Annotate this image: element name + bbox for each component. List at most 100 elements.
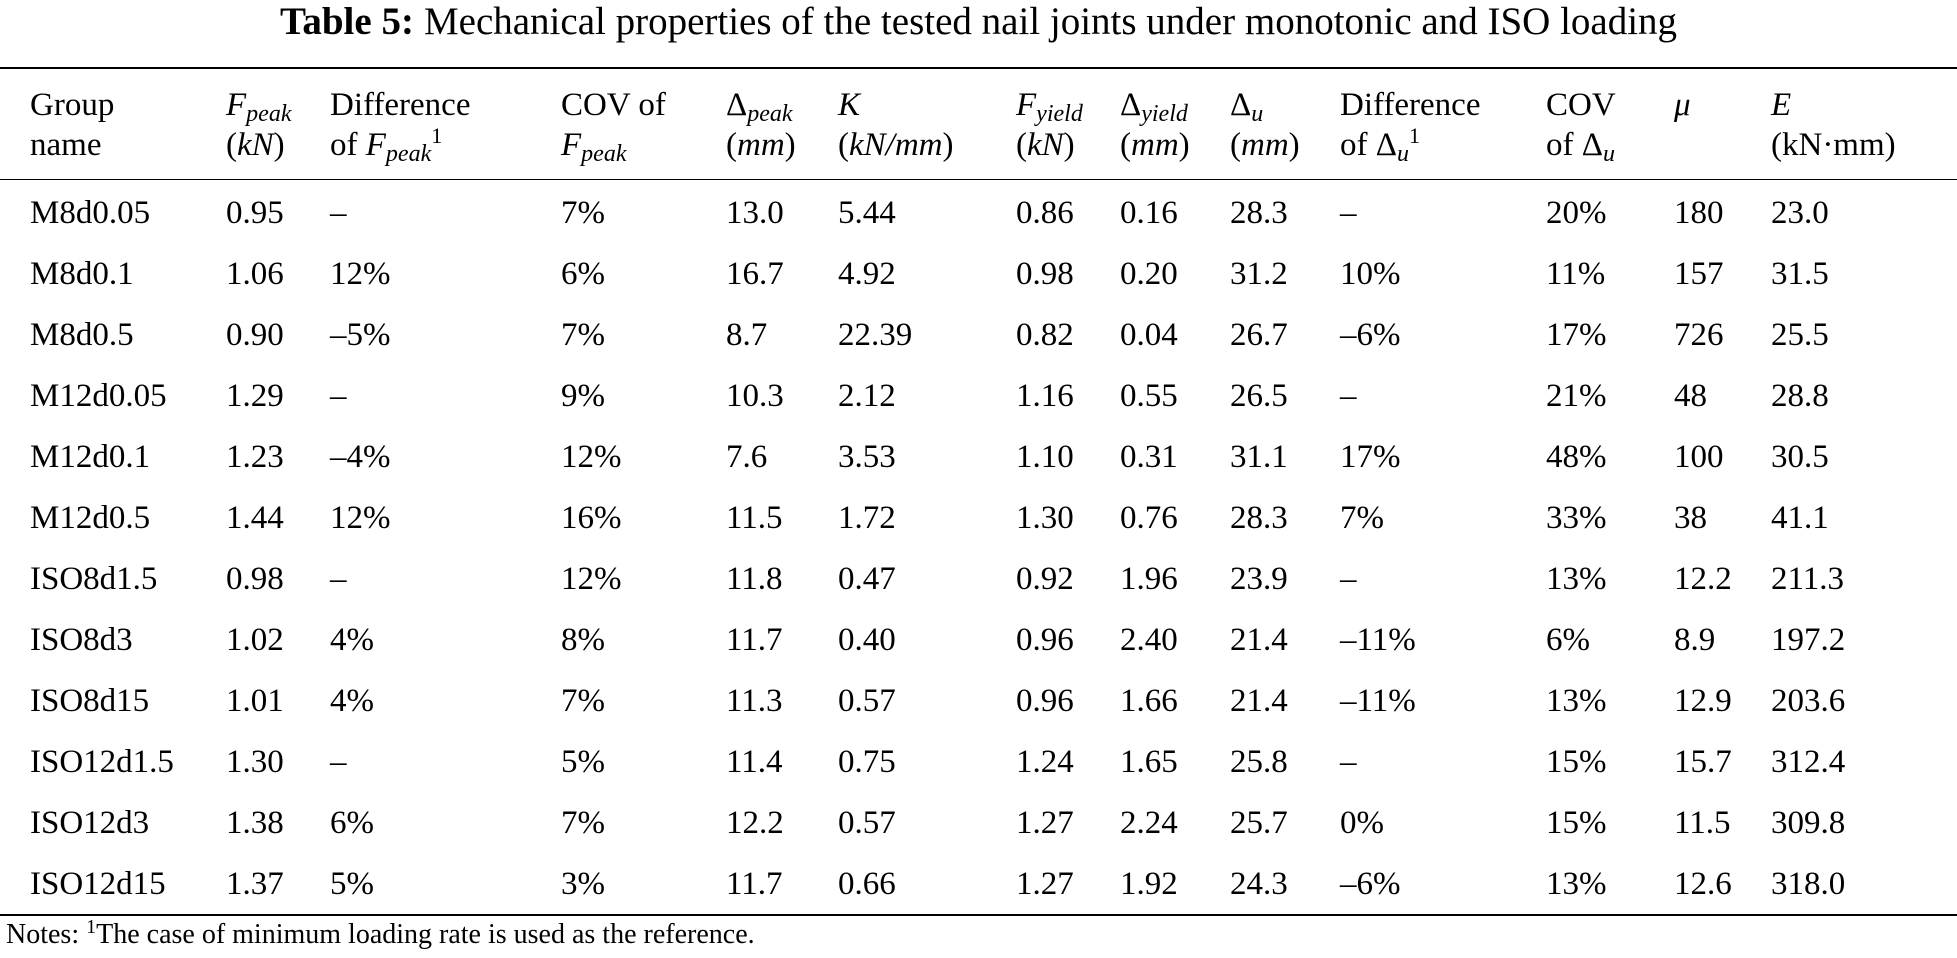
cell-f-peak: 1.30 bbox=[226, 743, 284, 780]
cell-f-peak: 1.01 bbox=[226, 682, 284, 719]
cell-k: 0.57 bbox=[838, 804, 896, 841]
cell-k: 0.40 bbox=[838, 621, 896, 658]
cell-cov-f-peak: 12% bbox=[561, 560, 622, 597]
cell-cov-f-peak: 9% bbox=[561, 377, 605, 414]
cell-mu: 180 bbox=[1674, 194, 1724, 231]
cell-mu: 726 bbox=[1674, 316, 1724, 353]
cell-mu: 12.2 bbox=[1674, 560, 1732, 597]
cell-delta-u: 26.7 bbox=[1230, 316, 1288, 353]
table-row: M12d0.5 1.44 12% 16% 11.5 1.72 1.30 0.76 28.3 7% 3… bbox=[0, 487, 1957, 548]
cell-delta-u: 26.5 bbox=[1230, 377, 1288, 414]
cell-f-yield: 0.98 bbox=[1016, 255, 1074, 292]
cell-mu: 38 bbox=[1674, 499, 1707, 536]
cell-delta-peak: 11.7 bbox=[726, 621, 783, 658]
cell-delta-peak: 13.0 bbox=[726, 194, 784, 231]
cell-delta-u: 25.7 bbox=[1230, 804, 1288, 841]
table-row: ISO8d3 1.02 4% 8% 11.7 0.40 0.96 2.40 21.4 –11% 6%… bbox=[0, 609, 1957, 670]
cell-difference-delta-u: –11% bbox=[1340, 621, 1416, 658]
cell-k: 1.72 bbox=[838, 499, 896, 536]
cell-mu: 157 bbox=[1674, 255, 1724, 292]
cell-f-yield: 1.27 bbox=[1016, 865, 1074, 902]
cell-cov-delta-u: 15% bbox=[1546, 804, 1607, 841]
cell-cov-f-peak: 16% bbox=[561, 499, 622, 536]
cell-group-name: ISO8d3 bbox=[30, 621, 133, 658]
cell-cov-delta-u: 20% bbox=[1546, 194, 1607, 231]
cell-group-name: M8d0.5 bbox=[30, 316, 134, 353]
cell-delta-yield: 2.40 bbox=[1120, 621, 1178, 658]
cell-delta-yield: 0.16 bbox=[1120, 194, 1178, 231]
cell-group-name: ISO8d15 bbox=[30, 682, 150, 719]
cell-group-name: M8d0.05 bbox=[30, 194, 151, 231]
header-cov-delta-u: COV of Δu bbox=[1546, 87, 1616, 167]
cell-e: 312.4 bbox=[1771, 743, 1846, 780]
cell-delta-u: 28.3 bbox=[1230, 499, 1288, 536]
cell-cov-f-peak: 7% bbox=[561, 804, 605, 841]
cell-difference-delta-u: – bbox=[1340, 194, 1357, 231]
cell-mu: 12.6 bbox=[1674, 865, 1732, 902]
cell-delta-peak: 11.3 bbox=[726, 682, 783, 719]
cell-cov-delta-u: 13% bbox=[1546, 682, 1607, 719]
cell-delta-peak: 8.7 bbox=[726, 316, 768, 353]
cell-cov-f-peak: 3% bbox=[561, 865, 605, 902]
cell-cov-delta-u: 17% bbox=[1546, 316, 1607, 353]
table-row: ISO12d15 1.37 5% 3% 11.7 0.66 1.27 1.92 24.3 –6% 1… bbox=[0, 853, 1957, 915]
cell-group-name: ISO12d1.5 bbox=[30, 743, 174, 780]
cell-e: 25.5 bbox=[1771, 316, 1829, 353]
cell-cov-f-peak: 7% bbox=[561, 194, 605, 231]
table-row: M8d0.5 0.90 –5% 7% 8.7 22.39 0.82 0.04 26.7 –6% 17… bbox=[0, 304, 1957, 365]
table-row: M12d0.1 1.23 –4% 12% 7.6 3.53 1.10 0.31 31.1 17% 4… bbox=[0, 426, 1957, 487]
cell-delta-peak: 11.4 bbox=[726, 743, 783, 780]
cell-delta-yield: 1.96 bbox=[1120, 560, 1178, 597]
cell-difference-delta-u: –6% bbox=[1340, 316, 1401, 353]
cell-delta-yield: 0.04 bbox=[1120, 316, 1178, 353]
header-mu: μ bbox=[1674, 87, 1691, 123]
header-row: Group name Fpeak (kN) Difference of Fpea… bbox=[0, 68, 1957, 180]
cell-mu: 100 bbox=[1674, 438, 1724, 475]
cell-e: 28.8 bbox=[1771, 377, 1829, 414]
cell-delta-peak: 16.7 bbox=[726, 255, 784, 292]
cell-e: 211.3 bbox=[1771, 560, 1845, 597]
cell-e: 31.5 bbox=[1771, 255, 1829, 292]
note-text: The case of minimum loading rate is used… bbox=[96, 919, 755, 950]
cell-delta-yield: 0.76 bbox=[1120, 499, 1178, 536]
cell-e: 41.1 bbox=[1771, 499, 1829, 536]
cell-difference-delta-u: – bbox=[1340, 377, 1357, 414]
table-row: M8d0.05 0.95 – 7% 13.0 5.44 0.86 0.16 28.3 – 20% 18… bbox=[0, 180, 1957, 244]
cell-f-peak: 1.44 bbox=[226, 499, 284, 536]
cell-cov-delta-u: 48% bbox=[1546, 438, 1607, 475]
cell-difference-delta-u: –11% bbox=[1340, 682, 1416, 719]
table-row: M12d0.05 1.29 – 9% 10.3 2.12 1.16 0.55 26.5 – 21% 4… bbox=[0, 365, 1957, 426]
cell-k: 2.12 bbox=[838, 377, 896, 414]
header-f-peak: Fpeak (kN) bbox=[226, 87, 292, 163]
cell-delta-u: 31.2 bbox=[1230, 255, 1288, 292]
table-row: ISO8d15 1.01 4% 7% 11.3 0.57 0.96 1.66 21.4 –11% 1… bbox=[0, 670, 1957, 731]
cell-delta-u: 21.4 bbox=[1230, 682, 1288, 719]
cell-difference-f-peak: – bbox=[330, 194, 347, 231]
header-delta-peak: Δpeak (mm) bbox=[726, 87, 796, 163]
properties-table: Group name Fpeak (kN) Difference of Fpea… bbox=[0, 67, 1957, 916]
cell-cov-delta-u: 33% bbox=[1546, 499, 1607, 536]
cell-delta-u: 28.3 bbox=[1230, 194, 1288, 231]
cell-mu: 12.9 bbox=[1674, 682, 1732, 719]
cell-f-yield: 0.96 bbox=[1016, 682, 1074, 719]
cell-e: 23.0 bbox=[1771, 194, 1829, 231]
header-cov-f-peak: COV of Fpeak bbox=[561, 87, 666, 167]
cell-delta-peak: 11.5 bbox=[726, 499, 783, 536]
cell-f-peak: 0.95 bbox=[226, 194, 284, 231]
cell-delta-yield: 1.92 bbox=[1120, 865, 1178, 902]
cell-difference-f-peak: – bbox=[330, 560, 347, 597]
cell-difference-delta-u: – bbox=[1340, 743, 1357, 780]
cell-f-yield: 0.82 bbox=[1016, 316, 1074, 353]
cell-f-yield: 1.10 bbox=[1016, 438, 1074, 475]
header-e: E (kN·mm) bbox=[1771, 87, 1896, 163]
table-body: M8d0.05 0.95 – 7% 13.0 5.44 0.86 0.16 28.3 – 20% 18… bbox=[0, 180, 1957, 915]
header-delta-u: Δu (mm) bbox=[1230, 87, 1300, 163]
cell-f-yield: 0.92 bbox=[1016, 560, 1074, 597]
header-difference-f-peak: Difference of Fpeak1 bbox=[330, 87, 471, 167]
cell-mu: 8.9 bbox=[1674, 621, 1716, 658]
cell-f-peak: 1.29 bbox=[226, 377, 284, 414]
header-delta-yield: Δyield (mm) bbox=[1120, 87, 1190, 163]
cell-delta-yield: 1.66 bbox=[1120, 682, 1178, 719]
cell-e: 197.2 bbox=[1771, 621, 1846, 658]
cell-f-yield: 0.96 bbox=[1016, 621, 1074, 658]
